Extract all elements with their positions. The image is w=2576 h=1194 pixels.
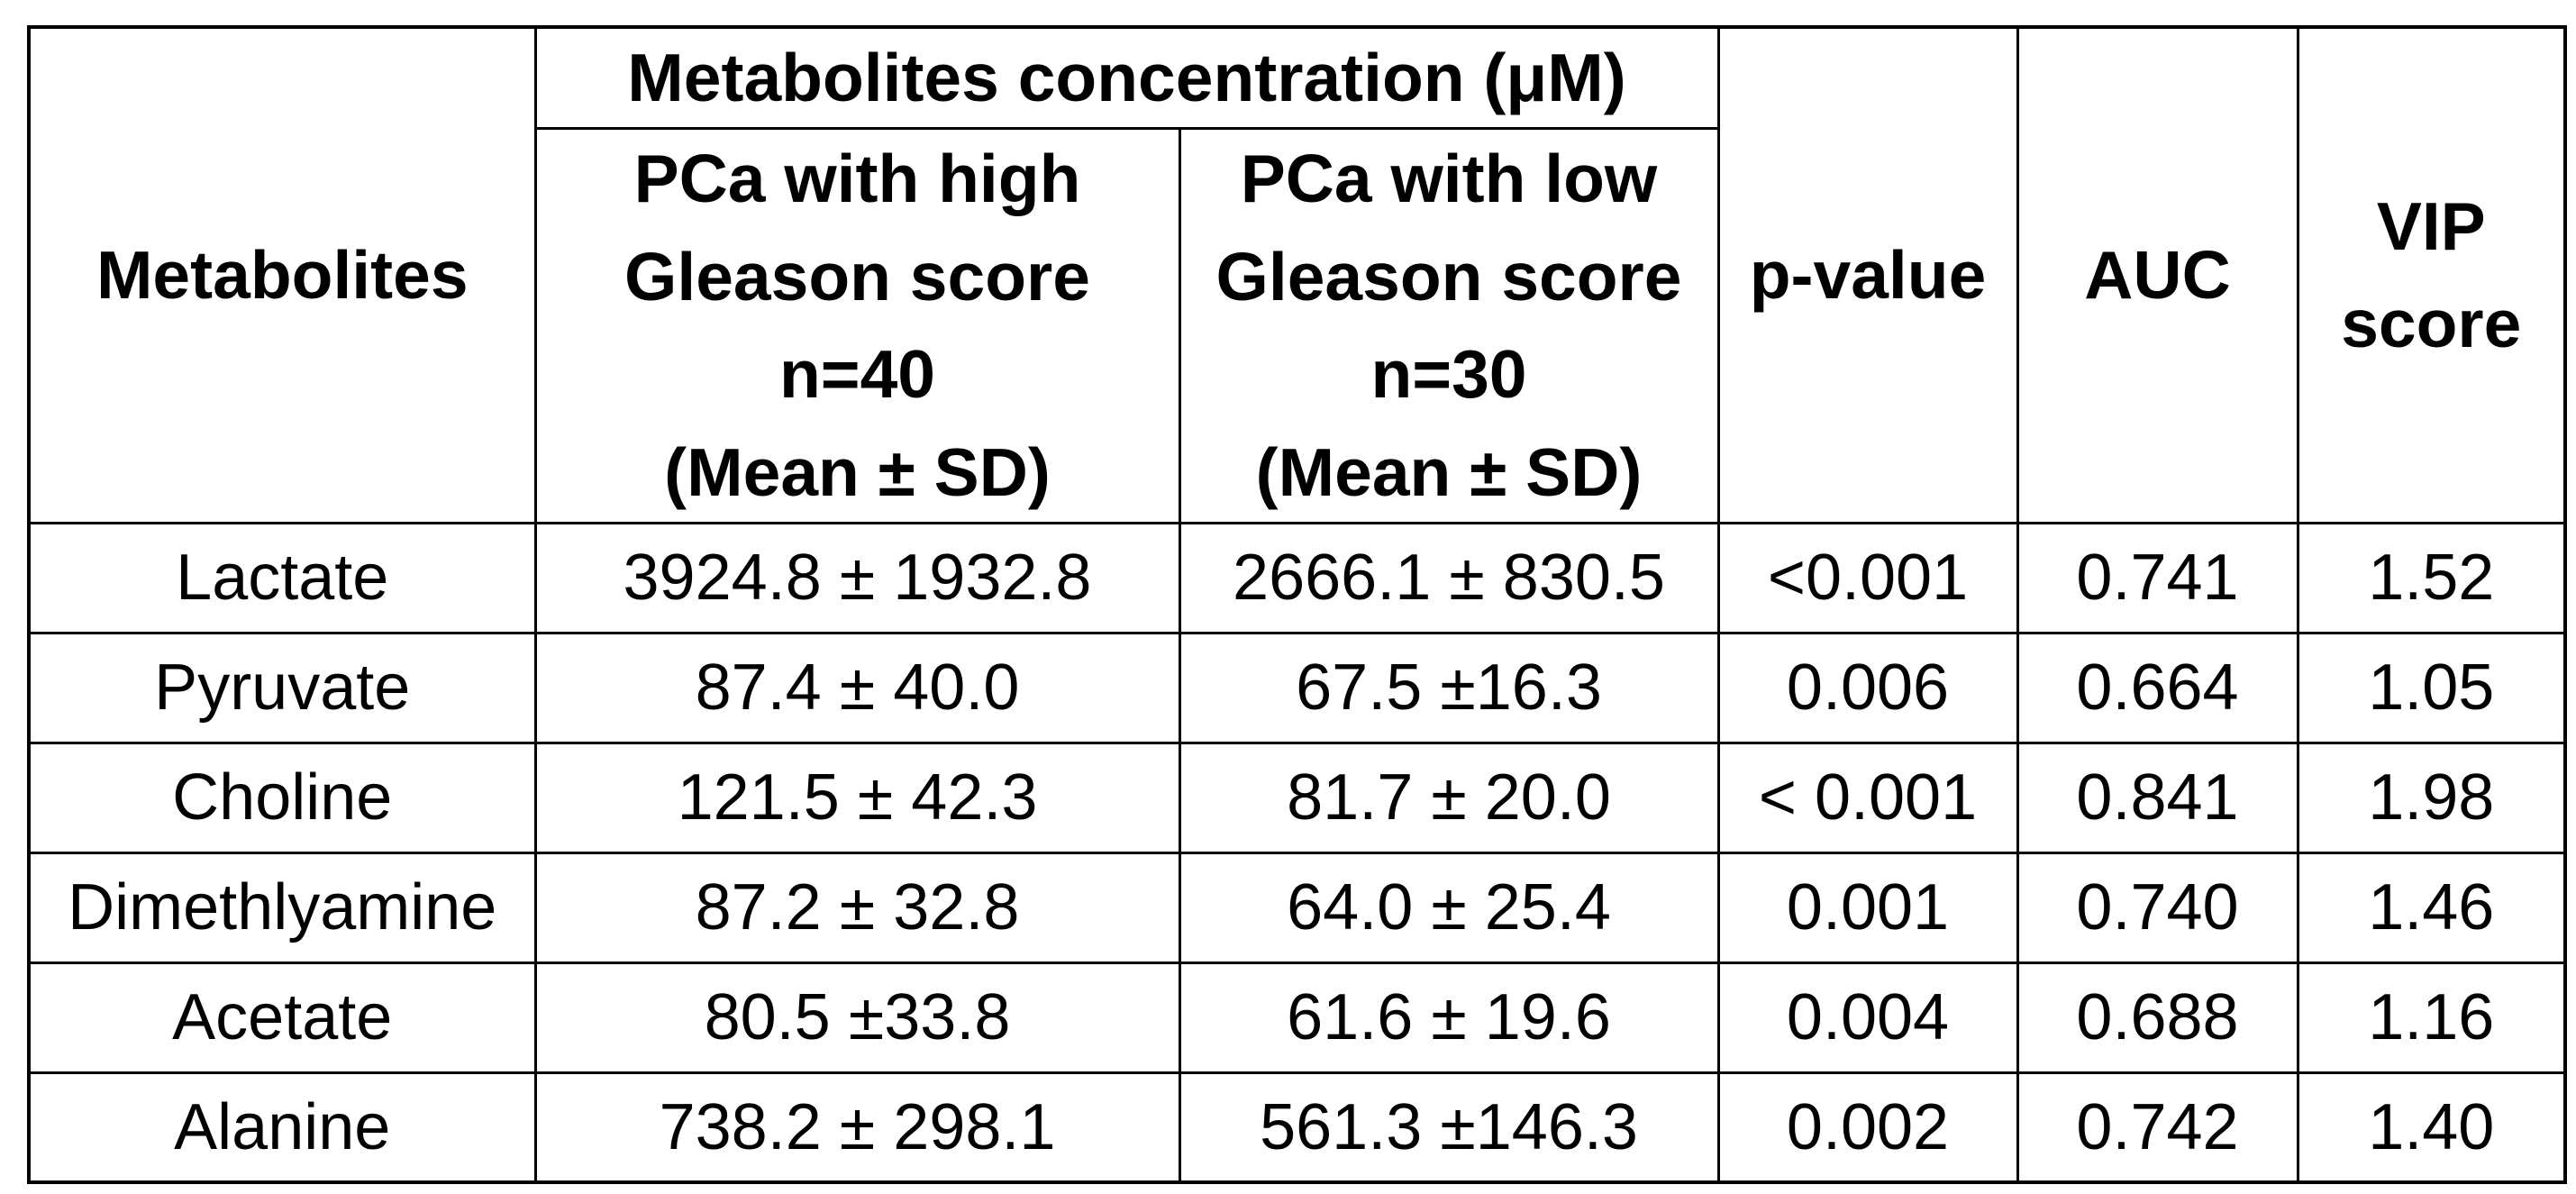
table-row-acetate: Acetate 80.5 ±33.8 61.6 ± 19.6 0.004 0.6… [27, 961, 2567, 1074]
col-header-vip-score: VIP score [2296, 25, 2567, 524]
auc-cell: 0.742 [2016, 1071, 2299, 1184]
vip-cell: 1.40 [2296, 1071, 2567, 1184]
col-header-concentration-group: Metabolites concentration (μM) [533, 25, 1720, 130]
table-row-lactate: Lactate 3924.8 ± 1932.8 2666.1 ± 830.5 <… [27, 521, 2567, 634]
auc-cell: 0.688 [2016, 961, 2299, 1074]
table-row-pyruvate: Pyruvate 87.4 ± 40.0 67.5 ±16.3 0.006 0.… [27, 631, 2567, 744]
metabolite-cell: Alanine [27, 1071, 537, 1184]
metabolite-cell: Dimethlyamine [27, 851, 537, 964]
metabolite-cell: Pyruvate [27, 631, 537, 744]
vip-cell: 1.05 [2296, 631, 2567, 744]
metabolite-cell: Lactate [27, 521, 537, 634]
p-value-cell: <0.001 [1716, 521, 2019, 634]
p-value-cell: 0.002 [1716, 1071, 2019, 1184]
p-value-cell: < 0.001 [1716, 741, 2019, 854]
col-header-low-gleason: PCa with low Gleason score n=30 (Mean ± … [1178, 126, 1720, 524]
low-value-cell: 561.3 ±146.3 [1178, 1071, 1720, 1184]
high-value-cell: 738.2 ± 298.1 [533, 1071, 1181, 1184]
table-row-dimethlyamine: Dimethlyamine 87.2 ± 32.8 64.0 ± 25.4 0.… [27, 851, 2567, 964]
metabolite-cell: Choline [27, 741, 537, 854]
auc-cell: 0.664 [2016, 631, 2299, 744]
high-value-cell: 87.2 ± 32.8 [533, 851, 1181, 964]
vip-cell: 1.98 [2296, 741, 2567, 854]
auc-cell: 0.841 [2016, 741, 2299, 854]
p-value-cell: 0.004 [1716, 961, 2019, 1074]
vip-cell: 1.16 [2296, 961, 2567, 1074]
low-value-cell: 67.5 ±16.3 [1178, 631, 1720, 744]
high-value-cell: 3924.8 ± 1932.8 [533, 521, 1181, 634]
auc-cell: 0.741 [2016, 521, 2299, 634]
vip-cell: 1.46 [2296, 851, 2567, 964]
col-header-metabolites: Metabolites [27, 25, 537, 524]
high-value-cell: 80.5 ±33.8 [533, 961, 1181, 1074]
vip-cell: 1.52 [2296, 521, 2567, 634]
col-header-high-gleason: PCa with high Gleason score n=40 (Mean ±… [533, 126, 1181, 524]
p-value-cell: 0.006 [1716, 631, 2019, 744]
auc-cell: 0.740 [2016, 851, 2299, 964]
low-value-cell: 61.6 ± 19.6 [1178, 961, 1720, 1074]
low-value-cell: 81.7 ± 20.0 [1178, 741, 1720, 854]
table-row-alanine: Alanine 738.2 ± 298.1 561.3 ±146.3 0.002… [27, 1071, 2567, 1184]
metabolites-table: Metabolites Metabolites concentration (μ… [27, 25, 2568, 1185]
header-row-subgroups: PCa with high Gleason score n=40 (Mean ±… [29, 126, 2565, 524]
metabolite-cell: Acetate [27, 961, 537, 1074]
high-value-cell: 87.4 ± 40.0 [533, 631, 1181, 744]
table-row-choline: Choline 121.5 ± 42.3 81.7 ± 20.0 < 0.001… [27, 741, 2567, 854]
high-value-cell: 121.5 ± 42.3 [533, 741, 1181, 854]
header-row-group: Metabolites Metabolites concentration (μ… [27, 25, 2567, 524]
p-value-cell: 0.001 [1716, 851, 2019, 964]
low-value-cell: 2666.1 ± 830.5 [1178, 521, 1720, 634]
col-header-auc: AUC [2016, 25, 2299, 524]
col-header-p-value: p-value [1716, 25, 2019, 524]
low-value-cell: 64.0 ± 25.4 [1178, 851, 1720, 964]
